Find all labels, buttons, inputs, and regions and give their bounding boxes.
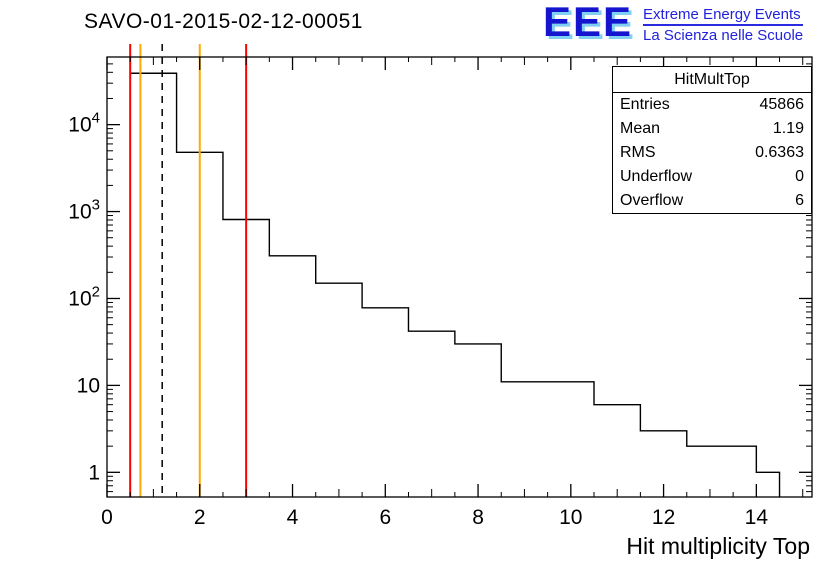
stats-box: HitMultTop Entries 45866 Mean 1.19 RMS 0… [612,66,812,214]
eee-logo-letters: EEE [543,0,634,45]
x-tick-label: 14 [745,506,769,529]
stat-label: Entries [620,96,670,113]
x-tick-label: 8 [472,506,484,529]
stat-label: Underflow [620,168,693,185]
y-tick-label: 102 [68,283,100,310]
stat-row-mean: Mean 1.19 [613,117,811,141]
x-axis-title: Hit multiplicity Top [626,533,810,559]
stats-box-title: HitMultTop [613,67,811,93]
stat-label: Overflow [620,192,684,209]
stat-row-entries: Entries 45866 [613,93,811,117]
histogram-step-line [129,72,781,497]
stat-row-rms: RMS 0.6363 [613,141,811,165]
x-tick-label: 12 [652,506,675,529]
y-tick-label: 103 [68,197,100,224]
eee-logo-line2: La Scienza nelle Scuole [643,27,804,44]
stat-value: 0 [795,168,804,185]
x-tick-label: 6 [379,506,391,529]
eee-logo-line1: Extreme Energy Events [643,6,804,26]
page-title: SAVO-01-2015-02-12-00051 [84,10,363,33]
stat-row-underflow: Underflow 0 [613,165,811,189]
plot-frame [106,56,813,498]
x-tick-label: 10 [559,506,582,529]
x-tick-label: 2 [194,506,206,529]
eee-logo: EEE Extreme Energy Events La Scienza nel… [543,0,804,45]
stat-row-overflow: Overflow 6 [613,189,811,213]
stat-label: Mean [620,120,661,137]
stat-value: 45866 [759,96,805,113]
y-tick-label: 1 [88,461,100,484]
y-tick-label: 10 [77,374,100,397]
stat-label: RMS [620,144,656,161]
stat-value: 0.6363 [755,144,804,161]
eee-logo-text: Extreme Energy Events La Scienza nelle S… [643,6,804,44]
y-tick-label: 104 [68,110,100,137]
stat-value: 1.19 [772,120,804,137]
x-tick-label: 0 [101,506,113,529]
x-tick-label: 4 [287,506,299,529]
stat-value: 6 [795,192,804,209]
